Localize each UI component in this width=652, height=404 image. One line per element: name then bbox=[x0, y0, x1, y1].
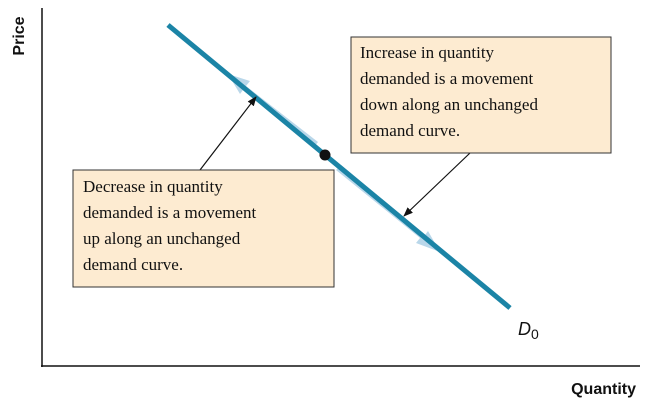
x-axis-label: Quantity bbox=[571, 381, 636, 398]
curve-label: D0 bbox=[518, 319, 539, 342]
demand-curve bbox=[166, 23, 512, 310]
point bbox=[319, 149, 331, 161]
annotation-box bbox=[350, 36, 612, 154]
y-axis-label: Price bbox=[11, 16, 28, 55]
pointer bbox=[403, 152, 471, 217]
annotation: Increase in quantity demanded is a movem… bbox=[360, 43, 542, 140]
annotation-box bbox=[72, 169, 335, 288]
annotation: Decrease in quantity demanded is a movem… bbox=[83, 177, 261, 274]
pointer bbox=[199, 96, 257, 171]
